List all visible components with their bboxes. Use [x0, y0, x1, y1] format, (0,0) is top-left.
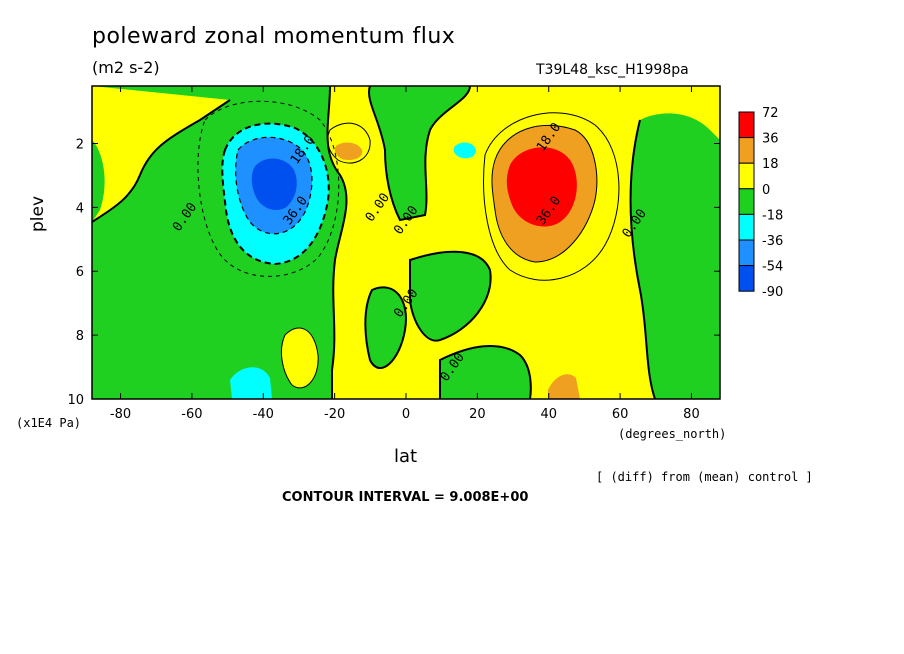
x-tick-label: -60	[181, 407, 202, 422]
fill-green-north	[630, 113, 720, 399]
chart-title: poleward zonal momentum flux	[92, 24, 456, 49]
y-axis-ticks: 2 4 6 8 10	[67, 137, 720, 408]
colorbar-label: -54	[762, 260, 783, 275]
colorbar-label: -90	[762, 285, 783, 300]
colorbar-label: -36	[762, 234, 783, 249]
contour-fills	[92, 86, 720, 399]
x-tick-label: 80	[683, 407, 700, 422]
contour-island-1	[281, 327, 319, 389]
x-tick-label: -80	[110, 407, 131, 422]
x-axis-ticks: -80 -60 -40 -20 0 20 40 60 80	[110, 86, 700, 422]
y-tick-label: 10	[67, 393, 84, 408]
fill-green-centre-top	[368, 86, 470, 220]
colorbar-label: 36	[762, 132, 779, 147]
colorbar-swatch	[738, 188, 755, 215]
fill-orange-small-1	[334, 142, 363, 160]
colorbar-swatch	[738, 162, 755, 190]
contour-equator-bottom	[439, 344, 532, 399]
colorbar-swatch	[738, 239, 755, 267]
contour-18-north	[483, 112, 620, 281]
colorbar-label: 18	[762, 157, 779, 172]
y-tick-label: 8	[76, 329, 84, 344]
contour-pos-small-1	[327, 122, 371, 164]
contour-lines	[92, 86, 656, 399]
contour-36-north	[491, 124, 598, 263]
y-axis-units: (x1E4 Pa)	[16, 416, 82, 430]
fill-green-centre-mid	[410, 251, 491, 341]
x-axis-label: lat	[394, 446, 418, 467]
colorbar-swatch	[738, 265, 755, 292]
colorbar-swatch	[738, 111, 755, 139]
y-tick-label: 2	[76, 137, 84, 152]
colorbar-label: 72	[762, 106, 779, 121]
contour-interval: CONTOUR INTERVAL = 9.008E+00	[282, 490, 529, 505]
contour-centre-low	[364, 286, 407, 370]
fill-green-centre-low	[365, 287, 406, 369]
colorbar-swatch	[738, 213, 755, 241]
run-label: T39L48_ksc_H1998pa	[536, 62, 689, 78]
diff-note: [ (diff) from (mean) control ]	[596, 470, 813, 484]
colorbar-label: -18	[762, 208, 783, 223]
x-tick-label: -40	[253, 407, 274, 422]
contour-centre-mid	[409, 250, 492, 342]
contour-zero-south	[92, 99, 231, 223]
contour-neg-south-inner	[235, 136, 313, 235]
fill-red-north	[506, 147, 577, 227]
x-tick-label: 0	[402, 407, 410, 422]
colorbar-swatch	[738, 137, 755, 164]
chart-units: (m2 s-2)	[92, 58, 160, 77]
fill-darkblue-south	[251, 158, 297, 211]
fill-yellow-island-1	[281, 327, 319, 388]
y-tick-label: 4	[76, 201, 84, 216]
x-tick-label: 60	[612, 407, 629, 422]
contour-neg-south-outer	[197, 100, 340, 277]
colorbar: 72 36 18 0 -18 -36 -54 -90	[738, 106, 783, 300]
fill-cyan-small	[453, 142, 476, 159]
contour-zero-centre	[368, 86, 471, 222]
fill-cyan-lower	[230, 367, 272, 399]
contour-zero-north	[629, 119, 656, 399]
fill-green-westedge	[92, 140, 105, 222]
fill-orange-small-2	[548, 374, 580, 399]
y-tick-label: 6	[76, 265, 84, 280]
colorbar-label: 0	[762, 183, 770, 198]
contour-neg-south	[221, 122, 330, 266]
x-tick-label: 40	[540, 407, 557, 422]
fill-green-equator-bottom	[440, 345, 531, 399]
x-axis-units: (degrees_north)	[618, 427, 727, 441]
x-tick-label: -20	[324, 407, 345, 422]
x-tick-label: 20	[469, 407, 486, 422]
